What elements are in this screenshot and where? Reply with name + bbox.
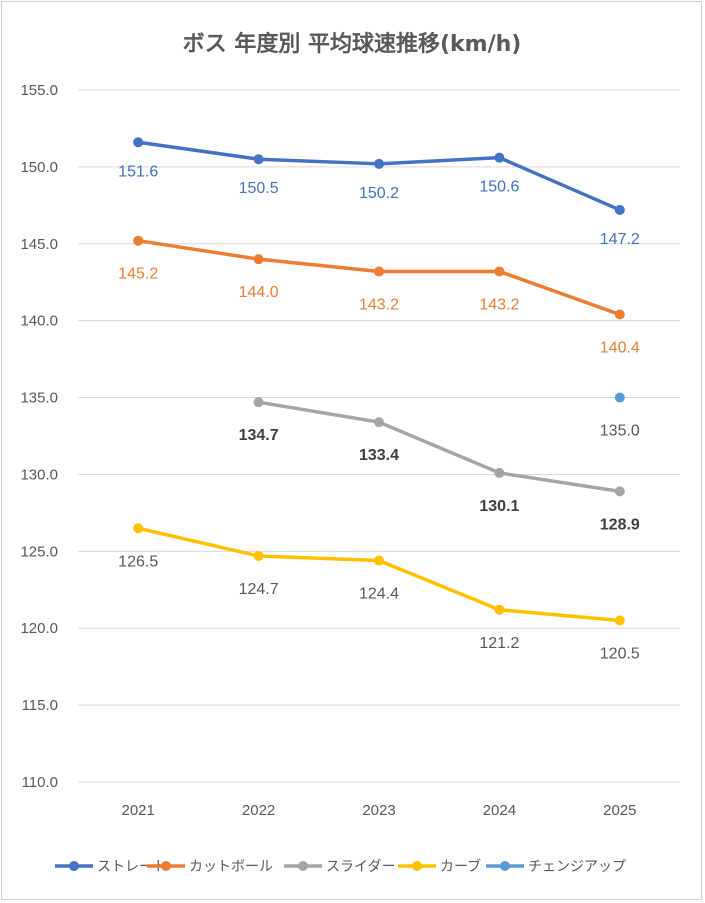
data-label: 143.2 xyxy=(479,296,519,313)
series-line xyxy=(136,526,622,623)
data-point xyxy=(614,392,625,403)
legend-item: カーブ xyxy=(398,858,481,875)
legend-marker xyxy=(69,861,79,871)
legend-marker xyxy=(500,861,510,871)
data-point xyxy=(133,137,144,148)
data-point xyxy=(374,555,384,566)
y-axis-ticks: 110.0 115.0 120.0 125.0 130.0 135.0 140.0 145.0… xyxy=(20,82,58,791)
data-label: 144.0 xyxy=(239,284,279,301)
data-point xyxy=(133,235,144,246)
legend-item: チェンジアップ xyxy=(486,859,626,875)
y-tick-label: 120.0 xyxy=(20,620,58,637)
data-point xyxy=(374,417,384,428)
y-tick-label: 130.0 xyxy=(20,466,58,483)
data-label: 120.5 xyxy=(600,646,640,663)
data-point xyxy=(494,152,505,163)
data-label: 147.2 xyxy=(600,231,640,248)
legend-marker xyxy=(412,861,422,871)
legend-item: スライダー xyxy=(284,859,395,875)
data-label: 150.2 xyxy=(359,185,399,202)
data-point xyxy=(133,523,144,534)
data-label: 133.4 xyxy=(359,447,399,464)
data-label: 130.1 xyxy=(479,498,519,515)
legend-label: カーブ xyxy=(440,858,481,875)
data-label: 140.4 xyxy=(600,340,640,357)
legend-item: ストレート xyxy=(55,859,167,875)
data-point xyxy=(374,158,384,169)
data-labels: 151.6 150.5 150.2 150.6 147.2 145.2 144.0 143.2… xyxy=(118,163,640,662)
data-label: 135.0 xyxy=(600,423,640,440)
data-point xyxy=(253,397,264,408)
legend-label: ストレート xyxy=(97,859,167,875)
data-point xyxy=(253,254,264,265)
y-tick-label: 150.0 xyxy=(20,159,58,176)
data-label: 150.5 xyxy=(239,180,279,197)
x-tick-label: 2021 xyxy=(122,802,155,819)
series-group xyxy=(133,137,625,626)
legend-marker xyxy=(298,861,308,871)
x-tick-label: 2024 xyxy=(483,802,516,819)
data-point xyxy=(614,615,625,626)
x-tick-label: 2025 xyxy=(603,802,636,819)
data-label: 128.9 xyxy=(600,516,640,533)
chart-title: ボス 年度別 平均球速推移(km/h) xyxy=(183,31,522,57)
legend-item: カットボール xyxy=(147,859,273,875)
data-label: 124.4 xyxy=(359,586,399,603)
data-label: 134.7 xyxy=(239,427,279,444)
data-point xyxy=(253,154,264,165)
y-tick-label: 135.0 xyxy=(20,390,58,407)
legend-marker xyxy=(161,861,171,871)
data-label: 121.2 xyxy=(479,635,519,652)
data-label: 126.5 xyxy=(118,553,158,570)
data-label: 124.7 xyxy=(239,581,279,598)
data-point xyxy=(614,486,625,497)
y-tick-label: 145.0 xyxy=(20,236,58,253)
data-label: 145.2 xyxy=(118,266,158,283)
data-point xyxy=(374,266,384,277)
data-label: 151.6 xyxy=(118,163,158,180)
y-tick-label: 115.0 xyxy=(22,697,58,714)
y-tick-label: 140.0 xyxy=(20,313,58,330)
x-tick-label: 2022 xyxy=(242,802,275,819)
legend-label: カットボール xyxy=(189,859,273,875)
y-tick-label: 125.0 xyxy=(20,543,58,560)
x-axis-ticks: 2021 2022 2023 2024 2025 xyxy=(122,802,637,819)
data-point xyxy=(253,550,264,561)
y-tick-label: 155.0 xyxy=(20,82,58,99)
legend: ストレート カットボール スライダー カーブ チェンジアップ xyxy=(55,858,626,875)
series-line xyxy=(256,400,622,494)
y-tick-label: 110.0 xyxy=(22,774,58,791)
legend-label: チェンジアップ xyxy=(528,859,626,875)
data-point xyxy=(494,604,505,615)
x-tick-label: 2023 xyxy=(362,802,395,819)
data-point xyxy=(614,204,625,215)
data-point xyxy=(494,467,505,478)
data-label: 143.2 xyxy=(359,296,399,313)
data-point xyxy=(494,266,505,277)
legend-label: スライダー xyxy=(326,859,395,875)
data-point xyxy=(614,309,625,320)
data-label: 150.6 xyxy=(479,179,519,196)
